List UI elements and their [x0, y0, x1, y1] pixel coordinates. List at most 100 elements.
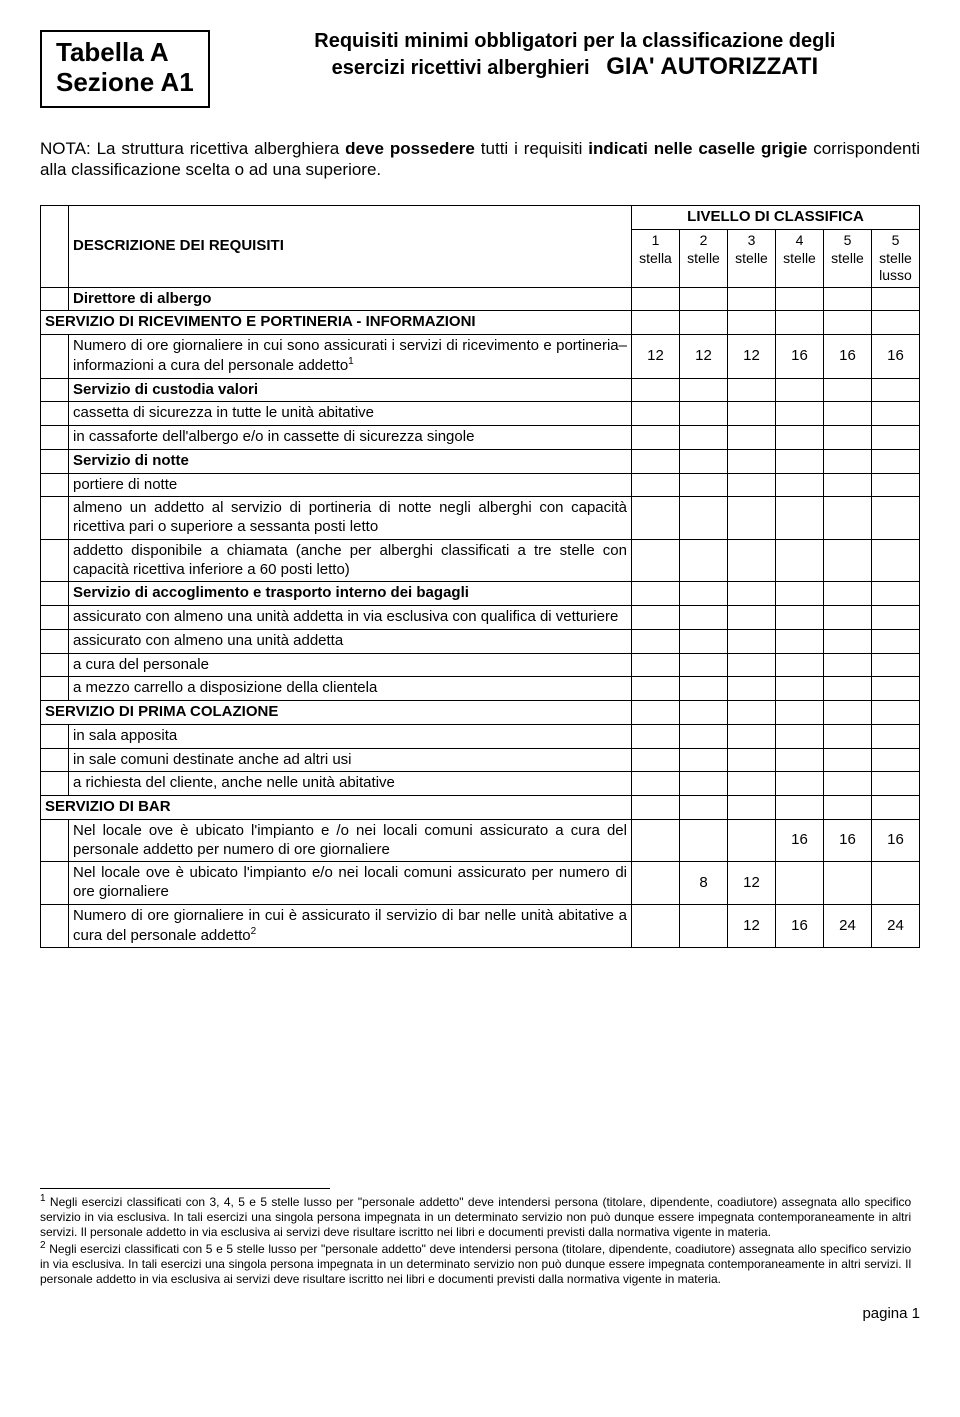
indent-cell	[41, 862, 69, 905]
table-row: a mezzo carrello a disposizione della cl…	[41, 677, 920, 701]
indent-cell	[41, 539, 69, 582]
value-cell	[872, 402, 920, 426]
value-cell	[680, 724, 728, 748]
value-cell	[632, 426, 680, 450]
value-cell	[776, 653, 824, 677]
indent-cell	[41, 378, 69, 402]
table-row: Servizio di accoglimento e trasporto int…	[41, 582, 920, 606]
value-cell	[776, 724, 824, 748]
value-cell: 12	[632, 335, 680, 379]
value-cell	[776, 402, 824, 426]
value-cell	[872, 497, 920, 540]
table-row: addetto disponibile a chiamata (anche pe…	[41, 539, 920, 582]
value-cell	[632, 497, 680, 540]
value-cell	[728, 819, 776, 862]
value-cell	[872, 653, 920, 677]
table-row: Direttore di albergo	[41, 287, 920, 311]
value-cell	[872, 724, 920, 748]
value-cell	[632, 473, 680, 497]
desc-header-text: DESCRIZIONE DEI REQUISITI	[73, 237, 284, 254]
value-cell	[728, 402, 776, 426]
value-cell	[680, 796, 728, 820]
table-row: Numero di ore giornaliere in cui è assic…	[41, 904, 920, 948]
value-cell	[632, 862, 680, 905]
desc-cell: in sala apposita	[69, 724, 632, 748]
value-cell	[776, 796, 824, 820]
value-cell	[680, 582, 728, 606]
indent-cell	[41, 606, 69, 630]
value-cell	[872, 677, 920, 701]
table-header-row-1: DESCRIZIONE DEI REQUISITI LIVELLO DI CLA…	[41, 206, 920, 230]
value-cell	[680, 497, 728, 540]
indent-cell	[41, 772, 69, 796]
table-row: almeno un addetto al servizio di portine…	[41, 497, 920, 540]
note-bold-1: deve possedere	[345, 139, 475, 158]
value-cell	[728, 629, 776, 653]
value-cell	[680, 426, 728, 450]
value-cell	[872, 862, 920, 905]
table-row: Nel locale ove è ubicato l'impianto e/o …	[41, 862, 920, 905]
value-cell: 16	[824, 335, 872, 379]
value-cell	[776, 748, 824, 772]
value-cell	[776, 701, 824, 725]
indent-cell	[41, 629, 69, 653]
table-row: Nel locale ove è ubicato l'impianto e /o…	[41, 819, 920, 862]
value-cell	[680, 701, 728, 725]
value-cell: 8	[680, 862, 728, 905]
value-cell	[632, 653, 680, 677]
desc-cell: a richiesta del cliente, anche nelle uni…	[69, 772, 632, 796]
header-right: Requisiti minimi obbligatori per la clas…	[230, 30, 920, 81]
value-cell	[824, 677, 872, 701]
table-row: Servizio di notte	[41, 449, 920, 473]
table-row: SERVIZIO DI PRIMA COLAZIONE	[41, 701, 920, 725]
desc-cell: Servizio di notte	[69, 449, 632, 473]
indent-cell	[41, 904, 69, 948]
desc-cell: portiere di notte	[69, 473, 632, 497]
desc-cell: Servizio di accoglimento e trasporto int…	[69, 582, 632, 606]
value-cell	[728, 539, 776, 582]
table-row: portiere di notte	[41, 473, 920, 497]
section-cell: SERVIZIO DI PRIMA COLAZIONE	[41, 701, 632, 725]
value-cell	[632, 287, 680, 311]
indent-cell	[41, 677, 69, 701]
value-cell: 12	[728, 335, 776, 379]
value-cell	[872, 772, 920, 796]
value-cell	[824, 862, 872, 905]
header-row: Tabella A Sezione A1 Requisiti minimi ob…	[40, 30, 920, 108]
value-cell	[776, 473, 824, 497]
table-row: SERVIZIO DI RICEVIMENTO E PORTINERIA - I…	[41, 311, 920, 335]
table-row: a cura del personale	[41, 653, 920, 677]
indent-cell	[41, 748, 69, 772]
table-row: assicurato con almeno una unità addetta	[41, 629, 920, 653]
value-cell	[824, 724, 872, 748]
table-row: in sale comuni destinate anche ad altri …	[41, 748, 920, 772]
value-cell	[680, 772, 728, 796]
indent-cell	[41, 287, 69, 311]
value-cell	[680, 539, 728, 582]
desc-cell: a cura del personale	[69, 653, 632, 677]
value-cell	[632, 772, 680, 796]
table-row: Numero di ore giornaliere in cui sono as…	[41, 335, 920, 379]
value-cell	[632, 677, 680, 701]
table-row: cassetta di sicurezza in tutte le unità …	[41, 402, 920, 426]
value-cell	[872, 539, 920, 582]
header-left-box: Tabella A Sezione A1	[40, 30, 210, 108]
page-number: pagina 1	[40, 1305, 920, 1322]
value-cell	[632, 378, 680, 402]
value-cell	[872, 606, 920, 630]
value-cell	[824, 473, 872, 497]
table-row: a richiesta del cliente, anche nelle uni…	[41, 772, 920, 796]
section-cell: SERVIZIO DI RICEVIMENTO E PORTINERIA - I…	[41, 311, 632, 335]
value-cell	[824, 748, 872, 772]
value-cell	[872, 449, 920, 473]
value-cell	[632, 819, 680, 862]
value-cell	[776, 311, 824, 335]
value-cell	[872, 287, 920, 311]
footnote: 2 Negli esercizi classificati con 5 e 5 …	[40, 1240, 911, 1287]
value-cell	[728, 449, 776, 473]
value-cell	[728, 724, 776, 748]
value-cell	[728, 582, 776, 606]
note-mid-1: tutti i requisiti	[475, 139, 588, 158]
value-cell	[680, 653, 728, 677]
value-cell	[632, 629, 680, 653]
